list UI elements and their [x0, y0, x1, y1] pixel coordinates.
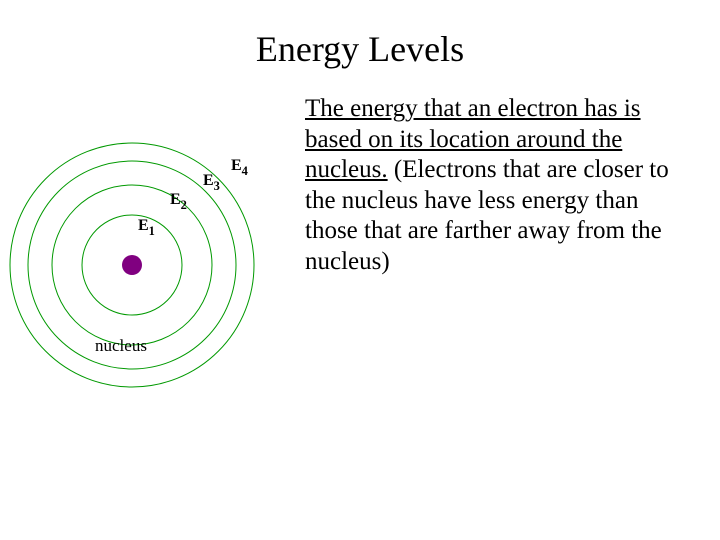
- ring-label-e2: E2: [170, 191, 187, 212]
- nucleus-label: nucleus: [95, 336, 147, 356]
- ring-label-e3: E3: [203, 172, 220, 193]
- explanation-text: The energy that an electron has is based…: [305, 90, 695, 430]
- ring-label-e4: E4: [231, 157, 248, 178]
- nucleus-dot: [122, 255, 142, 275]
- energy-level-diagram: E1 E2 E3 E4 nucleus: [0, 90, 305, 430]
- content-row: E1 E2 E3 E4 nucleus The energy that an elect…: [0, 70, 720, 430]
- ring-label-e1: E1: [138, 217, 155, 238]
- rings-svg: [0, 90, 305, 430]
- page-title: Energy Levels: [0, 0, 720, 70]
